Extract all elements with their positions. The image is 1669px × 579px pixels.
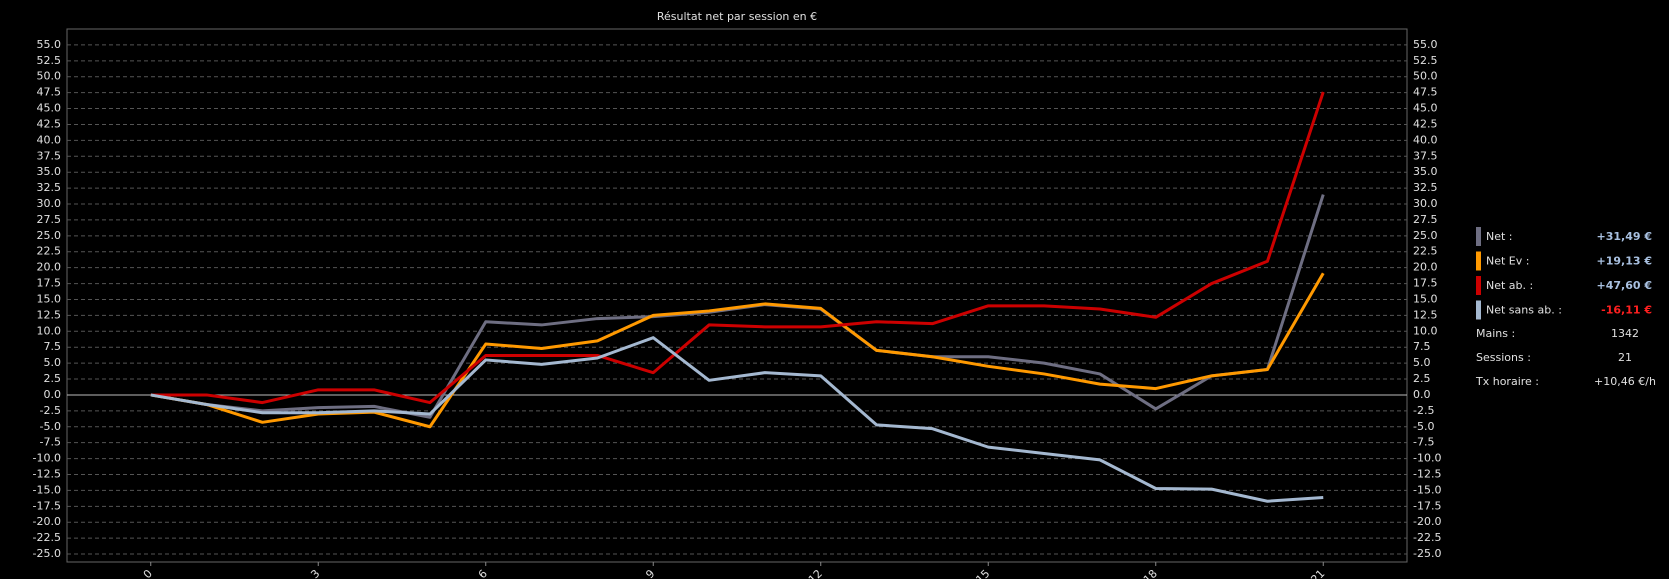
y2-tick-label: -12.5	[1413, 467, 1441, 480]
y2-tick-label: -10.0	[1413, 452, 1441, 465]
legend-value: +31,49 €	[1597, 230, 1653, 243]
y-tick-label: 47.5	[37, 86, 62, 99]
y-tick-label: 30.0	[37, 197, 62, 210]
legend-label: Net sans ab. :	[1486, 304, 1562, 317]
y-tick-label: 12.5	[37, 308, 62, 321]
stat-value: 1342	[1611, 327, 1639, 340]
y2-tick-label: 35.0	[1413, 165, 1438, 178]
y2-tick-label: 12.5	[1413, 308, 1438, 321]
stat-value: 21	[1618, 351, 1632, 364]
y-tick-label: -17.5	[33, 499, 61, 512]
y2-tick-label: 55.0	[1413, 38, 1438, 51]
series-line	[150, 336, 1324, 503]
y-tick-label: 45.0	[37, 102, 62, 115]
legend-value: +19,13 €	[1597, 255, 1653, 268]
y2-tick-label: -5.0	[1413, 420, 1434, 433]
y2-tick-label: -22.5	[1413, 531, 1441, 544]
stat-label: Tx horaire :	[1475, 375, 1539, 388]
y2-tick-label: 37.5	[1413, 149, 1438, 162]
x-tick-label: 15	[973, 567, 992, 579]
y-tick-label: 25.0	[37, 229, 62, 242]
y-tick-label: 50.0	[37, 70, 62, 83]
y2-tick-label: -20.0	[1413, 515, 1441, 528]
y2-tick-label: 30.0	[1413, 197, 1438, 210]
y-tick-label: -2.5	[40, 404, 61, 417]
y-tick-label: -15.0	[33, 483, 61, 496]
y-tick-label: -10.0	[33, 452, 61, 465]
y-tick-label: 40.0	[37, 133, 62, 146]
legend-label: Net ab. :	[1486, 279, 1533, 292]
y-tick-label: -22.5	[33, 531, 61, 544]
y-tick-label: 17.5	[37, 277, 62, 290]
x-tick-label: 0	[141, 567, 155, 579]
y2-tick-label: -7.5	[1413, 436, 1434, 449]
y2-tick-label: 15.0	[1413, 292, 1438, 305]
y2-tick-label: 47.5	[1413, 86, 1438, 99]
y-tick-label: 27.5	[37, 213, 62, 226]
y-tick-label: -20.0	[33, 515, 61, 528]
y-tick-label: 10.0	[37, 324, 62, 337]
y-tick-label: 2.5	[44, 372, 62, 385]
y-tick-label: 20.0	[37, 261, 62, 274]
y-tick-label: 35.0	[37, 165, 62, 178]
y-tick-label: -5.0	[40, 420, 61, 433]
y-tick-label: 42.5	[37, 117, 62, 130]
y2-tick-label: 20.0	[1413, 261, 1438, 274]
y-tick-label: 37.5	[37, 149, 62, 162]
x-tick-label: 9	[643, 567, 657, 579]
legend-label: Net :	[1486, 230, 1513, 243]
y-tick-label: 15.0	[37, 292, 62, 305]
legend-swatch	[1476, 227, 1481, 246]
legend-swatch	[1476, 300, 1481, 320]
y2-tick-label: 25.0	[1413, 229, 1438, 242]
chart-title: Résultat net par session en €	[657, 10, 817, 23]
y2-tick-label: 52.5	[1413, 54, 1438, 67]
legend-label: Net Ev :	[1486, 255, 1529, 268]
y2-tick-label: 10.0	[1413, 324, 1438, 337]
x-tick-label: 18	[1141, 567, 1160, 579]
y-tick-label: 0.0	[44, 388, 62, 401]
y-tick-label: 22.5	[37, 245, 62, 258]
y2-tick-label: 2.5	[1413, 372, 1431, 385]
y2-tick-label: -17.5	[1413, 499, 1441, 512]
y-tick-label: -7.5	[40, 436, 61, 449]
y2-tick-label: 5.0	[1413, 356, 1431, 369]
y-tick-label: 55.0	[37, 38, 62, 51]
legend-value: -16,11 €	[1601, 304, 1652, 317]
y2-tick-label: 17.5	[1413, 277, 1438, 290]
x-tick-label: 21	[1308, 567, 1327, 579]
legend-value: +47,60 €	[1597, 279, 1653, 292]
y2-tick-label: -25.0	[1413, 547, 1441, 560]
y-tick-label: -12.5	[33, 467, 61, 480]
y-tick-label: 52.5	[37, 54, 62, 67]
plot-area	[66, 28, 1408, 563]
y2-tick-label: 40.0	[1413, 133, 1438, 146]
legend-swatch	[1476, 251, 1481, 271]
x-tick-label: 12	[806, 567, 825, 579]
y2-tick-label: 42.5	[1413, 117, 1438, 130]
stat-label: Sessions :	[1476, 351, 1531, 364]
stat-value: +10,46 €/h	[1594, 375, 1656, 388]
y2-tick-label: 50.0	[1413, 70, 1438, 83]
y2-tick-label: 27.5	[1413, 213, 1438, 226]
y2-tick-label: -15.0	[1413, 483, 1441, 496]
y2-tick-label: -2.5	[1413, 404, 1434, 417]
y2-tick-label: 7.5	[1413, 340, 1431, 353]
y2-tick-label: 0.0	[1413, 388, 1431, 401]
y-tick-label: -25.0	[33, 547, 61, 560]
x-tick-label: 3	[308, 567, 322, 579]
y2-tick-label: 22.5	[1413, 245, 1438, 258]
y2-tick-label: 32.5	[1413, 181, 1438, 194]
y2-tick-label: 45.0	[1413, 102, 1438, 115]
series-line	[150, 91, 1325, 405]
y-tick-label: 5.0	[44, 356, 62, 369]
y-tick-label: 32.5	[37, 181, 62, 194]
legend-swatch	[1476, 276, 1481, 295]
x-tick-label: 6	[476, 567, 490, 579]
y-tick-label: 7.5	[44, 340, 62, 353]
stat-label: Mains :	[1476, 327, 1515, 340]
